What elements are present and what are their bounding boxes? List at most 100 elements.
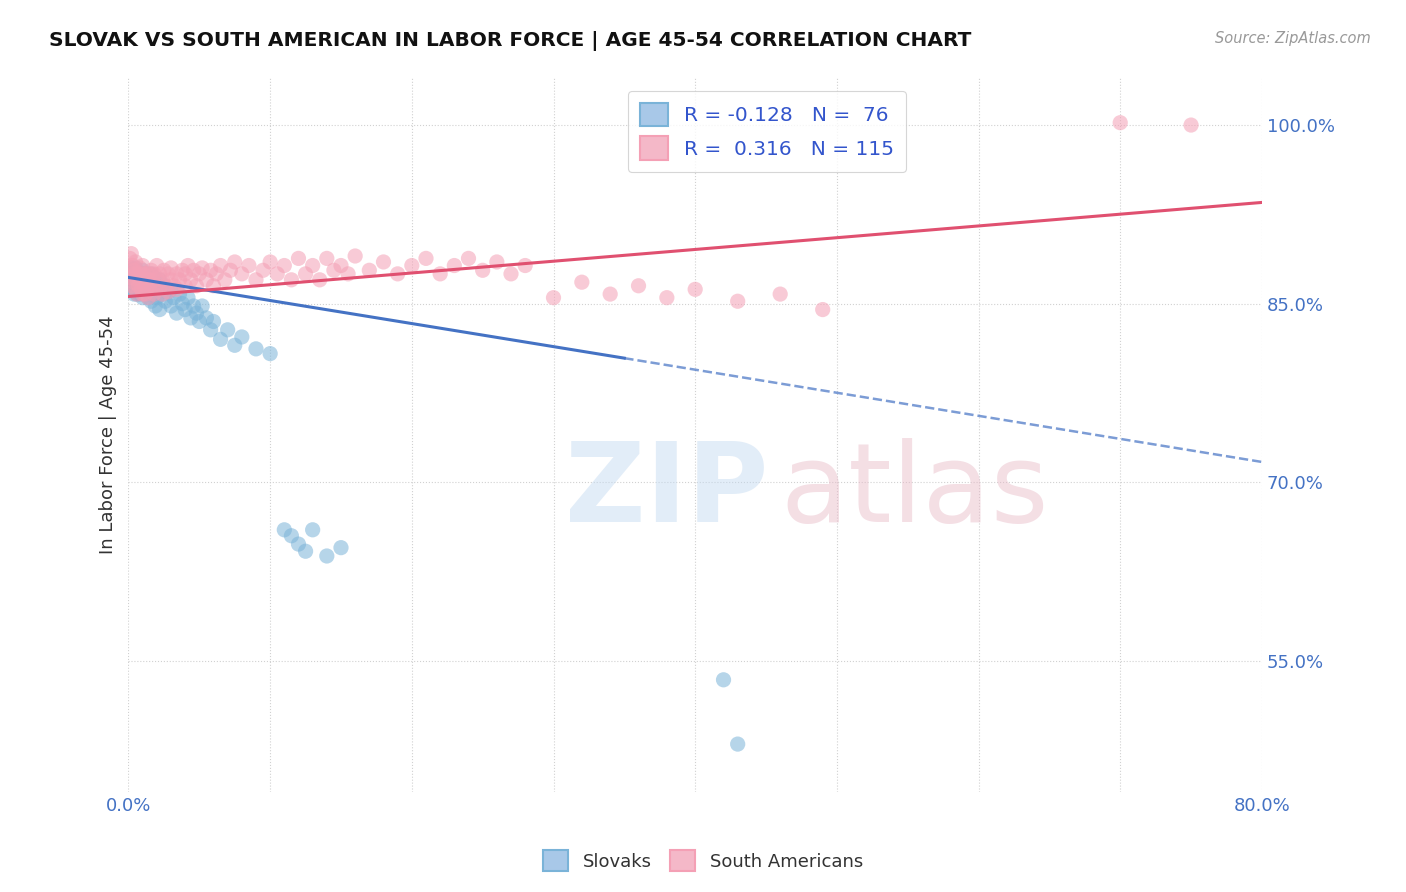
Point <box>160 299 183 313</box>
Point <box>301 259 323 273</box>
Point <box>195 310 218 325</box>
Point <box>200 323 222 337</box>
Point <box>138 267 160 281</box>
Point <box>543 291 565 305</box>
Point <box>139 267 162 281</box>
Point <box>124 267 146 281</box>
Point <box>143 267 166 281</box>
Point <box>131 273 153 287</box>
Point <box>415 252 437 266</box>
Point <box>134 273 156 287</box>
Point <box>209 259 232 273</box>
Point <box>1109 116 1132 130</box>
Point <box>219 263 242 277</box>
Point <box>627 278 650 293</box>
Point <box>322 263 344 277</box>
Point <box>202 314 225 328</box>
Point <box>224 255 246 269</box>
Point <box>124 255 146 269</box>
Point <box>120 278 142 293</box>
Text: Source: ZipAtlas.com: Source: ZipAtlas.com <box>1215 31 1371 46</box>
Point <box>172 296 194 310</box>
Point <box>129 282 152 296</box>
Point <box>139 294 162 309</box>
Point <box>259 346 281 360</box>
Point <box>471 263 494 277</box>
Point <box>1180 118 1202 132</box>
Point <box>146 273 169 287</box>
Point <box>727 737 749 751</box>
Point <box>125 287 148 301</box>
Point <box>191 299 214 313</box>
Point <box>160 282 183 296</box>
Point <box>129 267 152 281</box>
Point <box>120 278 142 293</box>
Point <box>131 287 153 301</box>
Point <box>429 267 451 281</box>
Point <box>655 291 678 305</box>
Point <box>301 523 323 537</box>
Point <box>121 282 143 296</box>
Point <box>149 267 172 281</box>
Point <box>174 267 197 281</box>
Point <box>128 260 150 275</box>
Point <box>330 259 353 273</box>
Point <box>273 259 295 273</box>
Point <box>129 267 152 281</box>
Point <box>683 282 706 296</box>
Point <box>769 287 792 301</box>
Point <box>136 291 159 305</box>
Point <box>121 267 143 281</box>
Point <box>153 278 176 293</box>
Point <box>134 287 156 301</box>
Point <box>231 267 253 281</box>
Point <box>118 270 141 285</box>
Point <box>191 260 214 275</box>
Point <box>128 273 150 287</box>
Point <box>132 270 155 285</box>
Point <box>515 259 537 273</box>
Point <box>163 278 186 293</box>
Point <box>132 278 155 293</box>
Point <box>125 287 148 301</box>
Point <box>294 544 316 558</box>
Point <box>142 273 165 287</box>
Point <box>124 282 146 296</box>
Point <box>122 275 145 289</box>
Point <box>146 291 169 305</box>
Point <box>287 252 309 266</box>
Legend: Slovaks, South Americans: Slovaks, South Americans <box>536 843 870 879</box>
Point <box>214 273 236 287</box>
Point <box>280 273 302 287</box>
Point <box>183 299 205 313</box>
Point <box>124 260 146 275</box>
Point <box>134 287 156 301</box>
Point <box>571 275 593 289</box>
Point <box>401 259 423 273</box>
Point <box>155 278 177 293</box>
Point <box>124 285 146 299</box>
Point <box>127 267 149 281</box>
Point <box>125 270 148 285</box>
Point <box>387 267 409 281</box>
Point <box>127 278 149 293</box>
Point <box>287 537 309 551</box>
Point <box>157 285 180 299</box>
Point <box>186 306 208 320</box>
Point <box>205 267 228 281</box>
Point <box>149 302 172 317</box>
Y-axis label: In Labor Force | Age 45-54: In Labor Force | Age 45-54 <box>100 315 117 554</box>
Point <box>139 282 162 296</box>
Point <box>157 267 180 281</box>
Point <box>188 314 211 328</box>
Point <box>166 267 188 281</box>
Point <box>138 278 160 293</box>
Point <box>120 246 142 260</box>
Point <box>294 267 316 281</box>
Point <box>152 273 174 287</box>
Point <box>149 273 172 287</box>
Point <box>359 263 381 277</box>
Point <box>155 294 177 309</box>
Point <box>118 263 141 277</box>
Point <box>128 273 150 287</box>
